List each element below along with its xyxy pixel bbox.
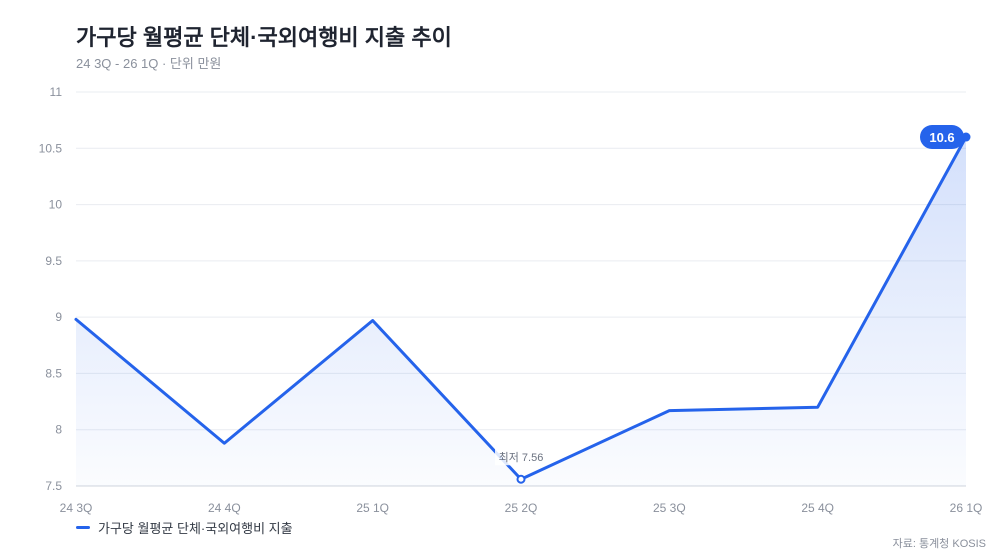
last-value-label: 10.6 <box>929 130 954 145</box>
y-tick-label: 10.5 <box>39 141 63 155</box>
y-tick-label: 8 <box>55 423 62 437</box>
y-tick-label: 9.5 <box>45 254 62 268</box>
x-tick-label: 25 4Q <box>801 501 834 515</box>
last-value-badge <box>920 125 964 150</box>
x-tick-label: 25 2Q <box>505 501 538 515</box>
y-tick-label: 10 <box>49 198 63 212</box>
series-area <box>76 137 966 486</box>
x-tick-label: 24 3Q <box>60 501 93 515</box>
source-note: 자료: 통계청 KOSIS <box>892 538 986 550</box>
x-tick-label: 26 1Q <box>950 501 983 515</box>
y-tick-label: 8.5 <box>45 366 62 380</box>
legend-swatch <box>76 526 90 529</box>
min-point-label: 최저 7.56 <box>499 451 544 464</box>
y-tick-label: 7.5 <box>45 479 62 493</box>
min-label-bg <box>495 449 547 466</box>
chart-subtitle: 24 3Q - 26 1Q · 단위 만원 <box>76 56 222 71</box>
y-tick-label: 9 <box>55 310 62 324</box>
min-point-marker <box>516 474 526 484</box>
x-tick-label: 25 3Q <box>653 501 686 515</box>
chart-title: 가구당 월평균 단체·국외여행비 지출 추이 <box>76 25 452 50</box>
x-tick-label: 24 4Q <box>208 501 241 515</box>
legend-label: 가구당 월평균 단체·국외여행비 지출 <box>98 521 293 536</box>
y-tick-label: 11 <box>50 85 63 99</box>
legend: 가구당 월평균 단체·국외여행비 지출 <box>76 518 293 537</box>
x-tick-label: 25 1Q <box>356 501 389 515</box>
